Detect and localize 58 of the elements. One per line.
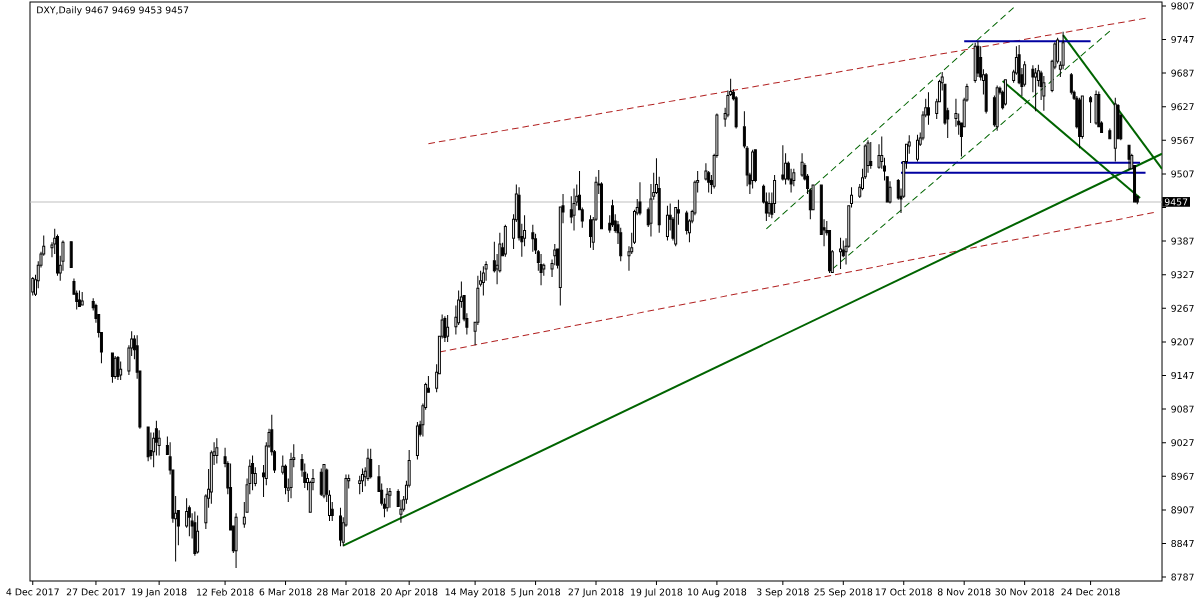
candlestick <box>50 241 54 258</box>
candlestick <box>869 141 873 170</box>
y-tick-label: 9087 <box>1171 405 1194 413</box>
y-tick-label: 8847 <box>1171 539 1194 547</box>
x-tick-label: 19 Jan 2018 <box>132 588 187 598</box>
ref-line-label: 9457 <box>1164 198 1188 206</box>
candlestick <box>1042 75 1046 112</box>
y-tick-label: 9267 <box>1171 304 1194 312</box>
candlestick <box>61 240 65 272</box>
x-tick-label: 19 Jul 2018 <box>631 588 683 598</box>
y-tick-label: 8787 <box>1171 573 1194 581</box>
x-tick-label: 28 Mar 2018 <box>317 588 375 596</box>
x-tick-label: 12 Feb 2018 <box>197 588 254 596</box>
candlestick <box>385 487 389 513</box>
x-tick-label: 17 Oct 2018 <box>875 588 932 596</box>
x-tick-label: 8 Nov 2018 <box>937 588 991 596</box>
x-tick-label: 14 May 2018 <box>445 588 505 598</box>
x-tick-label: 10 Aug 2018 <box>688 588 747 598</box>
candlestick <box>146 426 150 462</box>
y-tick-label: 9507 <box>1171 170 1194 178</box>
y-tick-label: 9807 <box>1171 2 1194 10</box>
x-tick-label: 27 Dec 2017 <box>66 588 125 596</box>
y-tick-label: 8907 <box>1171 506 1194 514</box>
x-tick-label: 24 Dec 2018 <box>1061 588 1120 596</box>
candlestick <box>388 487 392 509</box>
candlestick <box>366 448 370 482</box>
candlestick <box>369 448 373 480</box>
x-tick-label: 6 Mar 2018 <box>259 588 312 596</box>
candlestick <box>767 191 771 218</box>
y-tick-label: 8967 <box>1171 472 1194 480</box>
candlestick <box>665 205 669 242</box>
y-tick-label: 9567 <box>1171 136 1194 144</box>
candlestick <box>976 40 980 78</box>
y-tick-label: 9147 <box>1171 371 1194 380</box>
x-tick-label: 3 Sep 2018 <box>756 588 809 598</box>
y-tick-label: 9207 <box>1171 338 1194 346</box>
candlestick <box>558 206 562 306</box>
y-tick-label: 9027 <box>1171 439 1194 447</box>
y-tick-label: 9747 <box>1171 35 1194 44</box>
candlestick <box>157 429 161 457</box>
y-tick-label: 9627 <box>1171 103 1194 111</box>
candlestick <box>1061 31 1065 70</box>
y-tick-label: 9327 <box>1171 271 1194 279</box>
candlestick <box>234 512 238 569</box>
y-tick-label: 9687 <box>1171 69 1194 77</box>
chart-title: DXY,Daily 9467 9469 9453 9457 <box>37 6 189 16</box>
x-tick-label: 20 Apr 2018 <box>381 588 438 598</box>
candlestick <box>888 180 892 205</box>
x-tick-label: 5 Jun 2018 <box>511 588 560 598</box>
candlestick <box>550 259 554 278</box>
y-tick-label: 9387 <box>1171 237 1194 245</box>
x-tick-label: 25 Sep 2018 <box>814 588 873 598</box>
candlestick <box>800 152 804 178</box>
x-tick-label: 27 Jun 2018 <box>568 588 624 598</box>
candlestick <box>1023 60 1027 88</box>
candlestick <box>69 241 73 268</box>
x-tick-label: 30 Nov 2018 <box>995 588 1054 596</box>
x-tick-label: 4 Dec 2017 <box>6 588 59 596</box>
